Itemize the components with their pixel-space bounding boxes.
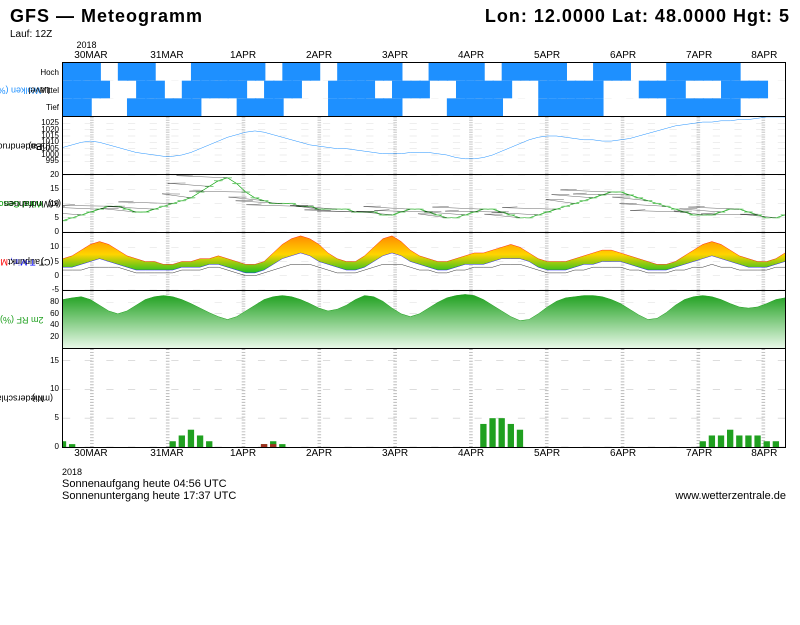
date-tick: 4APR bbox=[458, 448, 484, 459]
panel-pressure: Bodendruck(hPa)9951000100510101015102010… bbox=[62, 116, 786, 174]
date-tick: 7APR bbox=[686, 50, 712, 61]
date-tick: 31MAR bbox=[150, 448, 183, 459]
date-axis-bottom: 30MAR 31MAR 1APR 2APR 3APR 4APR 5APR 6APR 7APR 8A… bbox=[62, 448, 786, 462]
date-tick: 3APR bbox=[382, 448, 408, 459]
date-tick: 1APR bbox=[230, 448, 256, 459]
date-tick: 31MAR bbox=[150, 50, 183, 61]
date-tick: 30MAR bbox=[74, 448, 107, 459]
date-tick: 4APR bbox=[458, 50, 484, 61]
date-tick: 7APR bbox=[686, 448, 712, 459]
panel-rh: 2m RF (%)20406080 bbox=[62, 290, 786, 348]
sunset: Sonnenuntergang heute 17:37 UTCwww.wette… bbox=[62, 490, 794, 502]
date-tick: 3APR bbox=[382, 50, 408, 61]
run-label: Lauf: 12Z bbox=[6, 29, 794, 40]
date-tick: 6APR bbox=[610, 448, 636, 459]
panel-wind: Wind Geschwi.Windfahnen(kt)05101520 bbox=[62, 174, 786, 232]
date-tick: 5APR bbox=[534, 448, 560, 459]
panel-clouds: Wolken (%)LevelHochMittelTief bbox=[62, 62, 786, 116]
date-tick: 2APR bbox=[306, 50, 332, 61]
panel-temp: T-Min, MaxTaupunkt(C)-50510 bbox=[62, 232, 786, 290]
date-tick: 5APR bbox=[534, 50, 560, 61]
panel-precip: Niederschlag(mm)051015 bbox=[62, 348, 786, 448]
panels-container: Wolken (%)LevelHochMittelTiefBodendruck(… bbox=[62, 62, 786, 448]
chart-area: 2018 30MAR 31MAR 1APR 2APR 3APR 4APR 5APR 6APR 7… bbox=[62, 40, 786, 462]
axis-year: 2018 bbox=[76, 40, 96, 50]
title-left: GFS — Meteogramm bbox=[10, 6, 203, 27]
date-tick: 8APR bbox=[751, 448, 777, 459]
date-axis-top: 2018 30MAR 31MAR 1APR 2APR 3APR 4APR 5APR 6APR 7… bbox=[62, 40, 786, 62]
header: GFS — Meteogramm Lon: 12.0000 Lat: 48.00… bbox=[6, 6, 794, 29]
date-tick: 2APR bbox=[306, 448, 332, 459]
date-tick: 6APR bbox=[610, 50, 636, 61]
date-tick: 8APR bbox=[751, 50, 777, 61]
sunrise: Sonnenaufgang heute 04:56 UTC bbox=[62, 478, 794, 490]
axis-year-bottom: 2018 bbox=[62, 467, 82, 477]
date-tick: 1APR bbox=[230, 50, 256, 61]
footer: 2018 Sonnenaufgang heute 04:56 UTC Sonne… bbox=[62, 462, 794, 502]
date-tick: 30MAR bbox=[74, 50, 107, 61]
attribution: www.wetterzentrale.de bbox=[675, 490, 786, 502]
title-right: Lon: 12.0000 Lat: 48.0000 Hgt: 5 bbox=[485, 6, 790, 27]
